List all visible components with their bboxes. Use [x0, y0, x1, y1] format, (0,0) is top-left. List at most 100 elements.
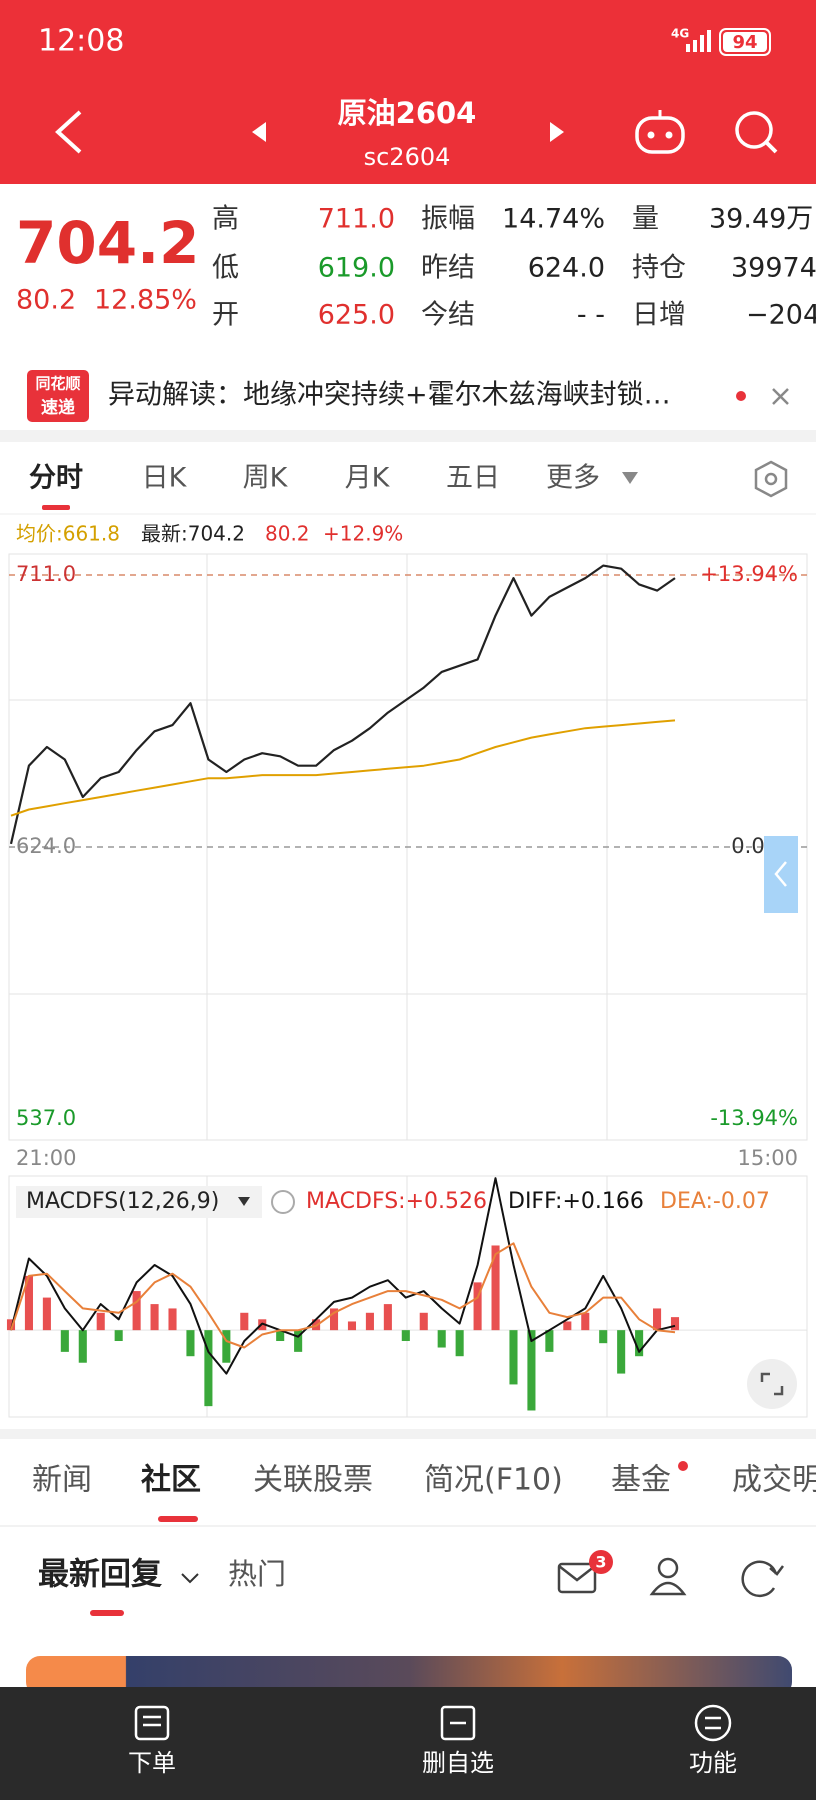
badge-line: 同花顺	[35, 375, 80, 393]
more-arrow	[622, 472, 638, 484]
sub-tab-underline	[158, 1516, 198, 1522]
chart-tab[interactable]: 周K	[243, 463, 289, 494]
community-tab[interactable]: 热门	[228, 1557, 286, 1591]
quote-label: 量	[632, 204, 659, 235]
settings-button[interactable]	[754, 460, 788, 498]
macd-bar	[455, 1330, 464, 1357]
community-tab[interactable]: 最新回复	[38, 1557, 162, 1593]
robot-button[interactable]	[635, 110, 685, 154]
macd-bar	[635, 1330, 644, 1357]
macd-bar	[186, 1330, 195, 1357]
quote-label: 低	[212, 253, 239, 284]
sub-tab[interactable]: 新闻	[32, 1463, 92, 1498]
chart-tab[interactable]: 日K	[142, 463, 188, 494]
macd-bar	[222, 1330, 231, 1363]
refresh-button[interactable]	[741, 1560, 784, 1598]
sub-tab[interactable]: 社区	[141, 1463, 201, 1498]
last-price: 704.2	[16, 209, 199, 277]
macd-bar	[617, 1330, 626, 1374]
profile-button[interactable]	[649, 1557, 687, 1596]
quote-label: 今结	[421, 300, 475, 331]
macd-bar	[24, 1275, 33, 1331]
quote-value: 711.0	[318, 204, 395, 235]
macd-bar	[473, 1282, 482, 1331]
y-tick-label: 537.0	[16, 1106, 76, 1130]
quote-label: 持仓	[632, 253, 686, 284]
battery-level: 94	[732, 32, 757, 53]
back-button[interactable]	[55, 110, 82, 154]
sub-tab[interactable]: 基金	[611, 1463, 671, 1498]
badge-line: 速递	[41, 397, 75, 418]
y2-tick-label: +13.94%	[700, 562, 798, 586]
percent: 12.85%	[94, 285, 197, 316]
quote-value: 39.49万	[709, 204, 813, 235]
sort-arrow	[181, 1573, 199, 1584]
macd-bar	[42, 1297, 51, 1331]
series-line	[10, 719, 676, 817]
quote-label: 高	[212, 204, 239, 235]
next-button[interactable]	[550, 122, 564, 142]
side-arrow	[774, 861, 787, 887]
mail-button[interactable]	[557, 1562, 597, 1594]
chart-tab[interactable]: 分时	[29, 463, 83, 494]
series-line	[10, 1242, 676, 1349]
indicator-name: MACDFS(12,26,9)	[26, 1189, 219, 1214]
expand-icon	[760, 1372, 784, 1396]
macd-bar	[653, 1308, 662, 1331]
expand-button[interactable]	[747, 1359, 797, 1409]
side-tab[interactable]	[764, 836, 798, 913]
help-icon[interactable]	[271, 1190, 295, 1214]
nav-label[interactable]: 删自选	[422, 1749, 494, 1777]
quote-label: 振幅	[421, 204, 475, 235]
mail-count: 3	[595, 1553, 606, 1572]
quote-value: 14.74%	[502, 204, 605, 235]
post-card[interactable]	[26, 1656, 792, 1696]
bottom-nav	[0, 1687, 816, 1800]
separator	[0, 1429, 816, 1439]
sub-tab[interactable]: 成交明	[732, 1463, 816, 1498]
close-news[interactable]	[772, 388, 789, 405]
select-arrow	[238, 1197, 250, 1206]
news-dot	[736, 391, 746, 401]
sub-tab[interactable]: 简况(F10)	[424, 1463, 563, 1498]
nav-label[interactable]: 功能	[689, 1749, 737, 1777]
chart-tab[interactable]: 五日	[446, 463, 500, 494]
macd-bar	[365, 1312, 374, 1331]
y2-tick-label: -13.94%	[710, 1106, 798, 1130]
macd-bar	[545, 1330, 554, 1352]
quote-label: 日增	[632, 300, 686, 331]
clock: 12:08	[38, 24, 124, 59]
macd-bar	[150, 1304, 159, 1331]
quote-value: 624.0	[528, 253, 605, 284]
prev-button[interactable]	[252, 122, 266, 142]
sub-tab[interactable]: 关联股票	[253, 1463, 373, 1498]
code: sc2604	[364, 143, 451, 171]
time-end: 15:00	[737, 1146, 798, 1170]
nav-labels: 下单 删自选 功能	[128, 1749, 737, 1777]
macd-bar	[563, 1321, 572, 1331]
mail-badge	[589, 1550, 613, 1574]
news-text[interactable]: 异动解读：地缘冲突持续+霍尔木兹海峡封锁…	[108, 380, 671, 411]
macd-bar	[491, 1245, 500, 1331]
chart-tab[interactable]: 月K	[345, 463, 391, 494]
title: 原油2604	[338, 96, 477, 130]
chart-tab[interactable]: 更多	[546, 463, 600, 494]
quote-label: 开	[212, 300, 239, 331]
y-tick-label: 624.0	[16, 834, 76, 858]
info-change: 80.2	[265, 522, 310, 546]
macd-bar	[509, 1330, 518, 1385]
macd-bar	[240, 1312, 249, 1331]
search-button[interactable]	[735, 111, 778, 154]
indicator-select[interactable]	[16, 1186, 262, 1218]
settings-dot	[764, 472, 778, 486]
chart-tabs: 分时 日K 周K 月K 五日 更多	[29, 463, 600, 494]
macd-bar	[329, 1308, 339, 1331]
nav-label[interactable]: 下单	[128, 1749, 176, 1777]
battery	[719, 28, 771, 56]
macd-bar	[132, 1291, 141, 1331]
nav-icons	[134, 1704, 732, 1742]
macd-bar	[6, 1319, 16, 1331]
